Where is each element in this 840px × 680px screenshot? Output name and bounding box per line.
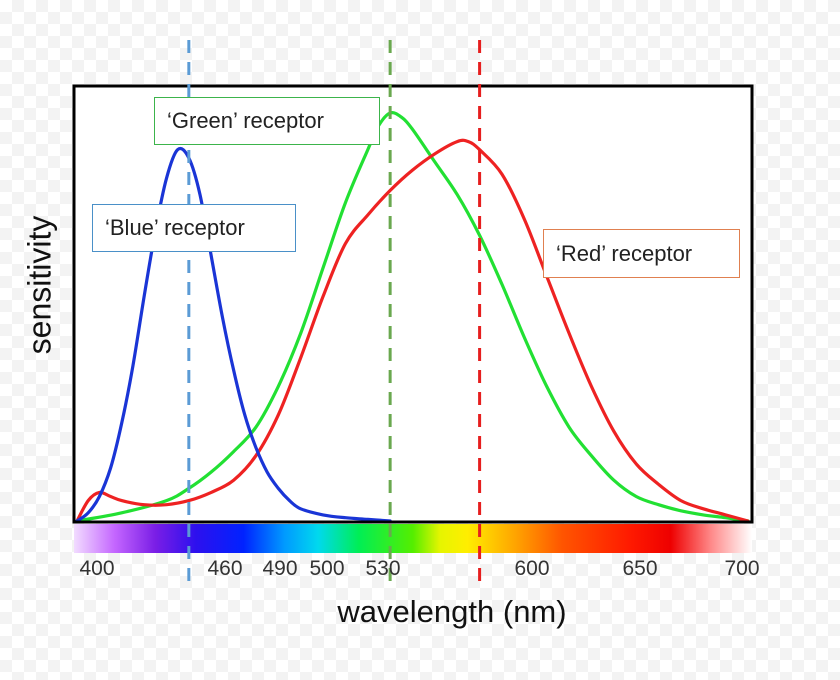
series-lines (75, 111, 750, 523)
red-receptor-line (75, 138, 750, 523)
plot-area (74, 86, 752, 522)
blue-receptor-line (75, 146, 392, 523)
x-tick-label-500: 500 (309, 557, 344, 580)
green-receptor-callout: ‘Green’ receptor (154, 97, 380, 145)
green-receptor-line (75, 111, 750, 523)
x-tick-label-460: 460 (207, 557, 242, 580)
blue-receptor-callout: ‘Blue’ receptor (92, 204, 296, 252)
spectrum-bar (74, 524, 752, 553)
x-tick-label-490: 490 (262, 557, 297, 580)
x-tick-label-700: 700 (724, 557, 759, 580)
x-tick-label-600: 600 (514, 557, 549, 580)
x-tick-label-530: 530 (365, 557, 400, 580)
plot-frame (72, 84, 754, 524)
red-receptor-callout: ‘Red’ receptor (543, 229, 740, 278)
x-tick-labels: 400 460 490 500 530 600 650 700 (79, 557, 759, 580)
x-tick-label-400: 400 (79, 557, 114, 580)
y-axis-label: sensitivity (21, 215, 58, 355)
x-tick-label-650: 650 (622, 557, 657, 580)
x-axis-label: wavelength (nm) (337, 594, 567, 629)
